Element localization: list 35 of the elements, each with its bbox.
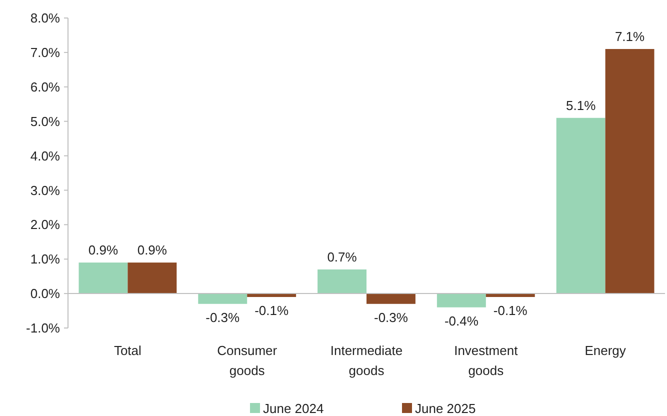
text: 5.1% [566, 98, 596, 113]
legend-label: June 2025 [415, 401, 476, 416]
y-tick-label: 5.0% [30, 114, 60, 129]
bar [605, 49, 654, 294]
bar [366, 294, 416, 304]
bar [128, 262, 177, 294]
legend-label: June 2024 [263, 401, 324, 416]
text: -0.1% [254, 303, 289, 318]
y-tick-label: -1.0% [26, 320, 60, 336]
text: 0.9% [137, 242, 167, 258]
bar [436, 294, 486, 308]
y-tick-label: 3.0% [30, 182, 60, 198]
text: -0.3% [206, 310, 240, 325]
text: -0.4% [444, 313, 478, 328]
y-tick-label: 4.0% [30, 148, 60, 164]
x-tick-label: Intermediate goods [330, 343, 403, 378]
y-tick-label: 7.0% [30, 44, 60, 60]
text: 7.1% [614, 29, 645, 44]
y-tick-label: 6.0% [30, 79, 60, 94]
text: -0.1% [493, 303, 528, 318]
text: 0.9% [88, 242, 118, 258]
text: 0.7% [327, 249, 357, 264]
bar [556, 118, 606, 294]
y-tick-label: 2.0% [30, 217, 60, 232]
bar [78, 262, 128, 294]
y-tick-label: 1.0% [30, 252, 60, 267]
x-tick-label: Investment goods [454, 343, 518, 378]
x-tick-label: Total [114, 343, 142, 358]
text: -0.3% [374, 310, 408, 325]
x-tick-label: Consumer goods [217, 343, 278, 378]
y-tick-label: 8.0% [30, 10, 60, 26]
bar [318, 269, 366, 294]
x-tick-label: Energy [584, 343, 626, 358]
bar [198, 294, 248, 304]
y-tick-label: 0.0% [30, 286, 60, 302]
